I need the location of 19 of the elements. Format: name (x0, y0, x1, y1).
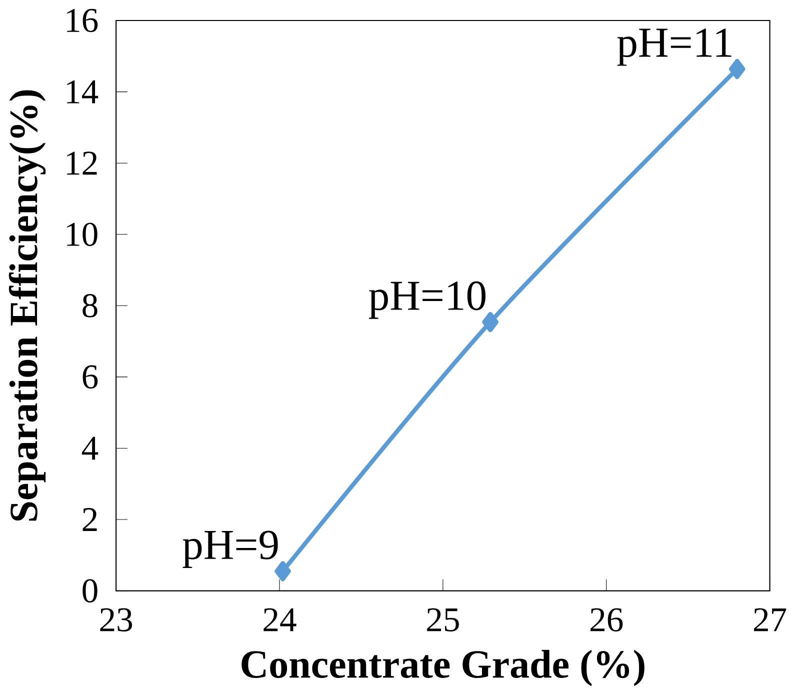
y-tick-label: 2 (82, 508, 97, 532)
y-tick-label: 4 (82, 436, 98, 460)
y-tick-label: 6 (82, 365, 98, 389)
y-tick-label: 0 (82, 579, 98, 603)
annotation: pH=9 (182, 530, 278, 568)
x-tick-label: 23 (100, 608, 132, 632)
annotation: pH=11 (617, 28, 732, 66)
x-tick-label: 26 (590, 608, 623, 632)
y-tick-label: 14 (67, 80, 98, 104)
x-axis-title: Concentrate Grade (%) (242, 650, 644, 686)
y-axis-title: Separation Efficiency(%) (8, 90, 46, 521)
y-tick-label: 8 (82, 294, 98, 318)
x-tick-label: 25 (427, 608, 459, 632)
y-tick-label: 12 (67, 152, 97, 175)
y-tick-label: 16 (67, 8, 98, 32)
x-tick-label: 24 (264, 608, 296, 632)
annotation: pH=10 (368, 281, 486, 319)
y-tick-label: 10 (67, 222, 98, 246)
x-tick-label: 27 (754, 608, 786, 632)
